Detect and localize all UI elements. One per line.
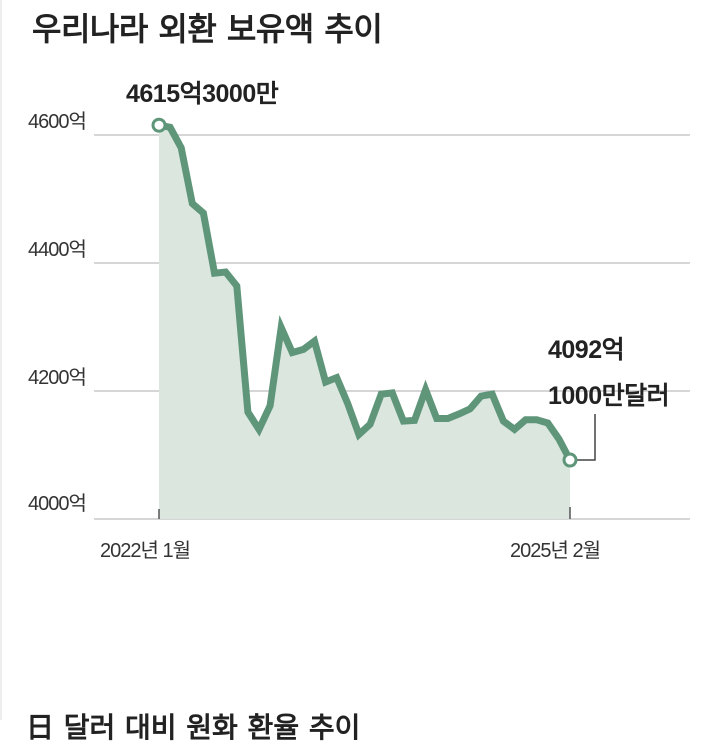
end-annotation-leader-line — [577, 414, 596, 461]
y-tick-4600: 4600억 — [28, 111, 87, 133]
line-chart — [94, 117, 690, 520]
data-line — [155, 121, 574, 464]
x-tick-start: 2022년 1월 — [100, 540, 191, 562]
start-point-marker — [151, 117, 167, 133]
y-tick-4000: 4000억 — [28, 493, 87, 515]
next-section-title: 日 달러 대비 원화 환율 추이 — [26, 711, 361, 744]
start-value-label: 4615억3000만 — [126, 80, 279, 108]
end-value-label-line2: 1000만달러 — [548, 382, 670, 410]
area-fill — [159, 125, 570, 519]
y-tick-4200: 4200억 — [28, 367, 87, 389]
chart-title: 우리나라 외환 보유액 추이 — [32, 10, 383, 48]
end-value-label-line1: 4092억 — [548, 336, 625, 364]
x-tick-end: 2025년 2월 — [510, 540, 601, 562]
end-point-marker — [562, 452, 578, 468]
y-tick-4400: 4400억 — [28, 239, 87, 261]
left-edge — [0, 0, 2, 720]
